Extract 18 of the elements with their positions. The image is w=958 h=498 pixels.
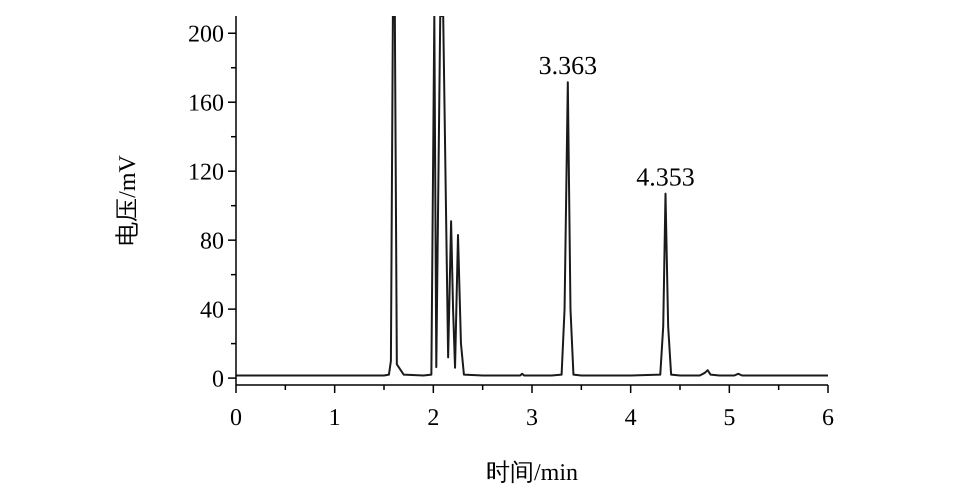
x-tick-label: 6 [822, 405, 834, 431]
annotation: 3.363 [538, 51, 598, 80]
y-tick-label: 120 [188, 160, 224, 186]
x-tick-label: 2 [427, 405, 440, 431]
x-tick-label: 3 [526, 405, 538, 431]
y-tick-label: 160 [188, 90, 224, 117]
x-tick-label: 5 [723, 405, 736, 431]
y-tick-label: 80 [200, 228, 224, 255]
x-axis-title: 时间/min [486, 460, 578, 486]
y-tick-label: 200 [188, 22, 224, 48]
x-tick-label: 0 [230, 405, 242, 431]
y-tick-label: 40 [200, 298, 224, 324]
y-tick-label: 0 [212, 366, 224, 393]
y-axis-title: 电压/mV [115, 154, 141, 246]
line-series [236, 16, 828, 377]
annotation: 4.353 [636, 162, 695, 192]
x-tick-label: 1 [328, 405, 341, 431]
x-tick-label: 4 [624, 405, 637, 431]
